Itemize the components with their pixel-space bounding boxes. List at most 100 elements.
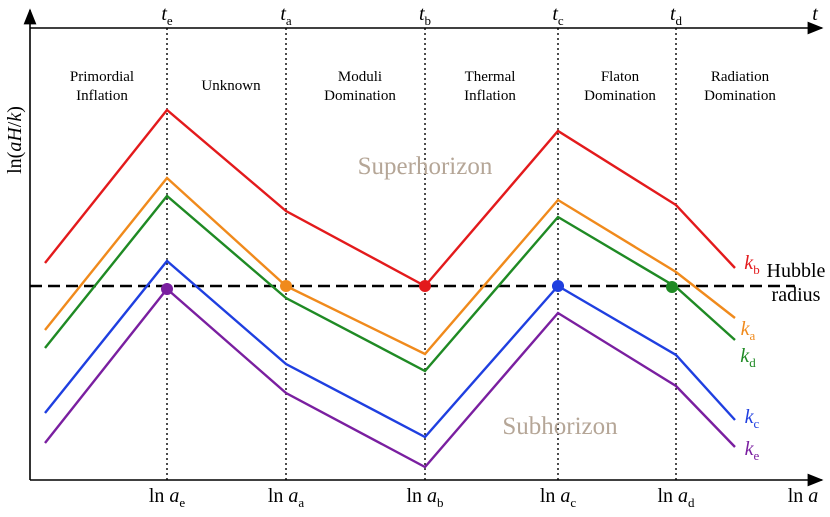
text-part: a — [808, 485, 818, 507]
text-part: ln — [406, 485, 422, 507]
mode-label: kc — [745, 406, 760, 432]
text-part: c — [754, 416, 760, 431]
text-part: t — [419, 3, 425, 25]
mode-label: ka — [741, 318, 756, 344]
text-part: c — [558, 13, 564, 28]
era-label: Unknown — [201, 78, 261, 94]
polyline — [44, 287, 736, 469]
text-part: a — [169, 485, 179, 507]
t-axis-label: t — [812, 3, 818, 25]
circle — [666, 281, 678, 293]
text-part: ln( — [4, 151, 26, 174]
top-tick-label: td — [670, 3, 683, 29]
era-label: Flaton — [601, 69, 640, 85]
text-part: k — [741, 318, 751, 340]
text-part: a — [427, 485, 437, 507]
hubble-label: Hubble — [767, 260, 826, 282]
top-tick-label: tb — [419, 3, 431, 29]
bottom-tick-label: ln ab — [406, 485, 443, 511]
text-part: k — [745, 406, 755, 428]
bottom-tick-label: ln ac — [540, 485, 577, 511]
mode-label: kb — [744, 252, 759, 278]
era-label: Primordial — [70, 69, 134, 85]
text-part: ln — [540, 485, 556, 507]
text-part: t — [280, 3, 286, 25]
text-part: t — [552, 3, 558, 25]
text-part: c — [570, 495, 576, 510]
text-part: Unknown — [201, 78, 261, 94]
text-part: a — [678, 485, 688, 507]
top-tick-label: te — [161, 3, 173, 29]
era-label: Domination — [324, 88, 396, 104]
top-tick-label: ta — [280, 3, 292, 29]
text-part: d — [749, 355, 756, 370]
text-part: Flaton — [601, 69, 640, 85]
era-label: Domination — [584, 88, 656, 104]
text-part: ln — [268, 485, 284, 507]
text-part: Inflation — [76, 88, 128, 104]
circle — [161, 283, 173, 295]
circle — [280, 280, 292, 292]
text-part: a — [750, 328, 756, 343]
text-part: e — [754, 448, 760, 463]
circle — [552, 280, 564, 292]
text-part: e — [167, 13, 173, 28]
text-part: ) — [4, 106, 26, 113]
text-part: Primordial — [70, 69, 134, 85]
hubble-label: radius — [772, 284, 821, 306]
text-part: ln — [657, 485, 673, 507]
text-part: / — [4, 121, 26, 127]
text-part: b — [437, 495, 444, 510]
epoch-lines — [166, 28, 677, 480]
text-part: Thermal — [465, 69, 516, 85]
polyline — [44, 176, 736, 356]
era-label: Thermal — [465, 69, 516, 85]
mode-label: ke — [745, 438, 760, 464]
bottom-tick-label: ln aa — [268, 485, 305, 511]
text-part: k — [740, 345, 750, 367]
era-label: Inflation — [76, 88, 128, 104]
text-part: Inflation — [464, 88, 516, 104]
text-part: k — [744, 252, 754, 274]
text-part: radius — [772, 284, 821, 306]
era-label: Moduli — [338, 69, 382, 85]
text-part: Domination — [324, 88, 396, 104]
crossing-dots — [161, 280, 678, 295]
circle — [419, 280, 431, 292]
era-label: Inflation — [464, 88, 516, 104]
text-part: b — [425, 13, 432, 28]
text-part: aH — [4, 126, 26, 152]
text-part: k — [745, 438, 755, 460]
text-part: Domination — [584, 88, 656, 104]
text-part: t — [812, 3, 818, 25]
y-axis-label: ln(aH/k) — [4, 106, 26, 174]
mode-label: kd — [740, 345, 756, 371]
top-tick-label: tc — [552, 3, 564, 29]
subhorizon-label: Subhorizon — [502, 413, 618, 440]
text-part: a — [286, 13, 292, 28]
text-part: t — [670, 3, 676, 25]
text-part: Moduli — [338, 69, 382, 85]
text-part: a — [288, 485, 298, 507]
axes — [23, 8, 824, 487]
text-part: Hubble — [767, 260, 826, 282]
bottom-tick-label: ln ad — [657, 485, 695, 511]
a-axis-label: ln a — [788, 485, 819, 507]
text-part: Superhorizon — [358, 153, 493, 180]
text-part: a — [560, 485, 570, 507]
text-part: ln — [149, 485, 165, 507]
text-part: k — [4, 112, 26, 122]
text-part: Subhorizon — [502, 413, 618, 440]
text-part: t — [161, 3, 167, 25]
text-part: Domination — [704, 88, 776, 104]
era-label: Domination — [704, 88, 776, 104]
text-part: d — [688, 495, 695, 510]
text-part: a — [298, 495, 304, 510]
text-part: Radiation — [711, 69, 770, 85]
polyline — [44, 259, 736, 439]
bottom-tick-label: ln ae — [149, 485, 186, 511]
